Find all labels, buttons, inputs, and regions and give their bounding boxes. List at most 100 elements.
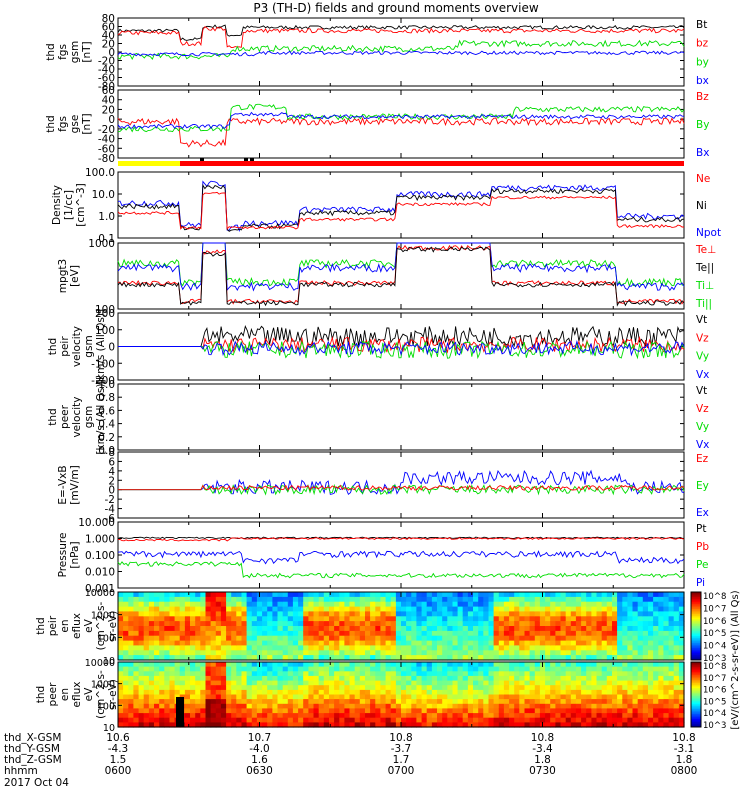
spectrogram-cell [658, 685, 664, 691]
spectrogram-cell [236, 592, 242, 598]
spectrogram-cell [596, 713, 603, 719]
spectrogram-cell [272, 708, 279, 714]
spectrogram-cell [442, 671, 448, 677]
spectrogram-cell [426, 662, 433, 668]
spectrogram-cell [431, 596, 438, 603]
spectrogram-cell [648, 722, 654, 728]
spectrogram-cell [123, 671, 129, 677]
spectrogram-cell [534, 645, 541, 651]
spectrogram-cell [622, 722, 628, 728]
spectrogram-cell [226, 685, 232, 691]
spectrogram-cell [575, 717, 582, 723]
spectrogram-cell [637, 662, 644, 668]
spectrogram-cell [663, 675, 670, 682]
spectrogram-cell [282, 640, 289, 647]
spectrogram-cell [313, 601, 320, 608]
colorbar-cell [691, 598, 701, 601]
spectrogram-cell [586, 635, 592, 642]
spectrogram-cell [483, 655, 489, 661]
spectrogram-cell [318, 722, 325, 728]
colorbar-cell [691, 670, 701, 673]
spectrogram-cell [190, 689, 196, 696]
y-tick-label: 8 [108, 447, 115, 459]
spectrogram-cell [169, 650, 176, 656]
spectrogram-cell [318, 703, 325, 709]
spectrogram-cell [575, 680, 582, 686]
spectrogram-cell [164, 671, 170, 677]
colorbar-cell [691, 689, 701, 692]
spectrogram-cell [426, 640, 433, 647]
spectrogram-cell [467, 675, 474, 682]
spectrogram-cell [555, 630, 562, 637]
spectrogram-cell [220, 645, 227, 651]
spectrogram-cell [236, 635, 242, 642]
spectrogram-cell [668, 655, 675, 661]
spectrogram-cell [138, 666, 145, 672]
legend-label: Te⊥ [695, 244, 716, 256]
spectrogram-cell [329, 675, 335, 682]
spectrogram-cell [426, 630, 433, 637]
colorbar-cell [691, 600, 701, 603]
spectrogram-cell [560, 596, 567, 603]
spectrogram-cell [246, 645, 253, 651]
spectrogram-cell [648, 662, 654, 668]
spectrogram-cell [164, 640, 170, 647]
colorbar-cell [691, 603, 701, 607]
spectrogram-cell [462, 708, 469, 714]
spectrogram-cell [416, 635, 423, 642]
spectrogram-cell [365, 601, 371, 608]
spectrogram-cell [179, 611, 186, 617]
spectrogram-cell [637, 645, 644, 651]
spectrogram-cell [473, 717, 479, 723]
spectrogram-cell [401, 699, 407, 705]
spectrogram-cell [678, 630, 685, 637]
trace-bx [117, 50, 685, 57]
spectrogram-cell [184, 689, 191, 696]
spectrogram-cell [215, 611, 222, 617]
spectrogram-cell [277, 596, 284, 603]
spectrogram-cell [596, 685, 603, 691]
spectrogram-cell [169, 635, 176, 642]
spectrogram-cell [612, 722, 618, 728]
colorbar-cell [691, 691, 701, 694]
spectrogram-cell [174, 635, 181, 642]
spectrogram-cell [390, 708, 397, 714]
spectrogram-cell [632, 606, 639, 613]
spectrogram-cell [308, 640, 315, 647]
spectrogram-cell [282, 596, 289, 603]
spectrogram-cell [550, 666, 556, 672]
spectrogram-cell [550, 645, 556, 651]
spectrogram-cell [524, 680, 531, 686]
spectrogram-cell [555, 601, 562, 608]
spectrogram-cell [524, 616, 531, 622]
spectrogram-cell [555, 722, 562, 728]
spectrogram-cell [164, 675, 170, 682]
colorbar-cell [691, 666, 701, 669]
spectrogram-cell [359, 666, 366, 672]
spectrogram-cell [622, 689, 628, 696]
spectrogram-cell [601, 592, 608, 598]
spectrogram-cell [195, 722, 201, 728]
spectrogram-cell [632, 645, 639, 651]
spectrogram-cell [395, 685, 402, 691]
spectrogram-cell [565, 640, 572, 647]
spectrogram-cell [642, 717, 649, 723]
spectrogram-cell [622, 601, 628, 608]
spectrogram-cell [349, 630, 356, 637]
spectrogram-cell [395, 626, 402, 632]
spectrogram-cell [617, 689, 623, 696]
spectrogram-cell [210, 708, 217, 714]
spectrogram-cell [442, 680, 448, 686]
spectrogram-cell [298, 699, 304, 705]
spectrogram-cell [313, 699, 320, 705]
spectrogram-cell [190, 671, 196, 677]
spectrogram-cell [565, 680, 572, 686]
spectrogram-cell [668, 635, 675, 642]
y-axis-label: velocity [71, 396, 83, 437]
spectrogram-cell [133, 703, 140, 709]
spectrogram-cell [622, 640, 628, 647]
spectrogram-cell [406, 713, 412, 719]
spectrogram-cell [442, 675, 448, 682]
spectrogram-cell [262, 671, 268, 677]
